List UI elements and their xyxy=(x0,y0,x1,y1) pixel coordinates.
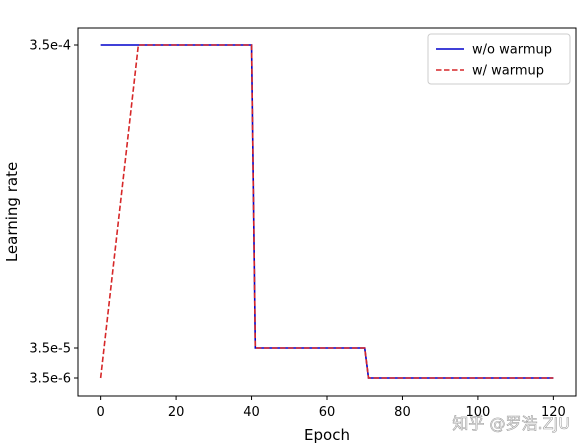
watermark-text: 知乎 @罗浩.ZJU xyxy=(452,414,570,433)
y-tick-label: 3.5e-4 xyxy=(29,39,71,54)
x-tick-label: 100 xyxy=(465,405,490,420)
legend-label: w/o warmup xyxy=(472,43,552,58)
series-line-without-warmup xyxy=(100,44,554,379)
x-tick-label: 40 xyxy=(243,405,260,420)
legend-box xyxy=(427,33,571,85)
x-tick-label: 120 xyxy=(541,405,566,420)
x-tick-label: 20 xyxy=(168,405,185,420)
y-tick-label: 3.5e-5 xyxy=(29,342,71,357)
y-tick-label: 3.5e-6 xyxy=(29,372,71,387)
legend-label: w/ warmup xyxy=(472,64,544,79)
x-axis-label: Epoch xyxy=(304,426,350,444)
series-line-with-warmup xyxy=(99,44,554,379)
x-tick-label: 0 xyxy=(96,405,104,420)
x-tick-label: 80 xyxy=(394,405,411,420)
x-tick-label: 60 xyxy=(319,405,336,420)
y-axis-label: Learning rate xyxy=(3,162,21,262)
legend: w/o warmup w/ warmup xyxy=(427,33,571,85)
